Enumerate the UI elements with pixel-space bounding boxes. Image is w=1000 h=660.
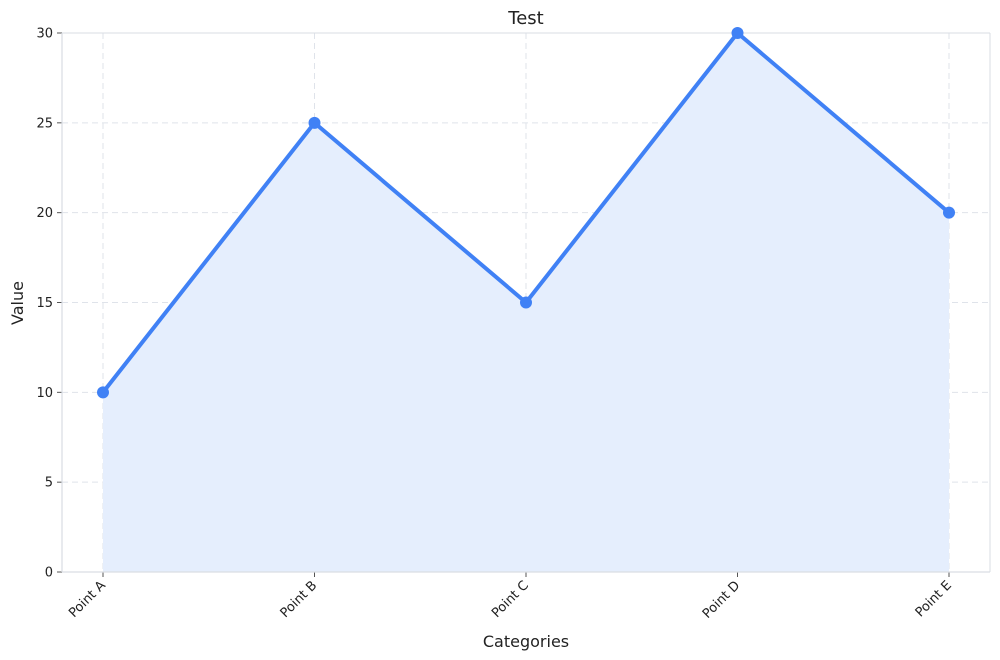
- x-tick-label: Point C: [489, 578, 532, 621]
- data-point: [943, 206, 955, 219]
- y-tick-label: 0: [45, 566, 53, 581]
- data-point: [520, 296, 532, 309]
- y-axis-label: Value: [8, 281, 27, 325]
- y-tick-label: 10: [36, 386, 53, 401]
- x-tick-label: Point B: [278, 578, 321, 621]
- x-tick-label: Point A: [66, 578, 109, 621]
- y-tick-label: 25: [36, 116, 53, 131]
- y-tick-label: 30: [36, 27, 53, 42]
- data-point: [731, 27, 744, 39]
- chart-title: Test: [507, 8, 543, 29]
- data-point: [308, 116, 321, 129]
- y-tick-label: 15: [36, 296, 53, 311]
- point-layer: [97, 27, 955, 399]
- x-tick-label: Point E: [913, 578, 955, 620]
- y-tick-label: 20: [36, 206, 53, 221]
- y-tick-label: 5: [45, 476, 53, 491]
- axis-layer: [57, 32, 991, 577]
- x-axis-label: Categories: [483, 632, 569, 651]
- data-point: [97, 386, 109, 399]
- x-tick-label: Point D: [700, 578, 743, 621]
